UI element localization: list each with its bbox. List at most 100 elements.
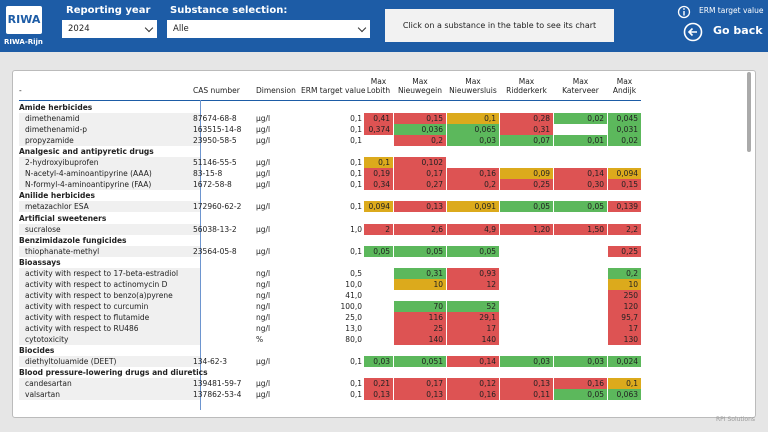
erm-value: 0,1 [350, 136, 362, 146]
measurement-cell[interactable]: 0,03 [500, 356, 553, 368]
measurement-cell[interactable]: 4,9 [447, 223, 499, 235]
measurement-cell[interactable]: 17 [608, 323, 641, 334]
hint-button[interactable]: Click on a substance in the table to see… [385, 9, 614, 42]
measurement-cell[interactable]: 120 [608, 300, 641, 312]
measurement-cell[interactable]: 0,31 [394, 267, 446, 279]
measurement-cell[interactable]: 0,13 [394, 201, 446, 213]
measurement-cell[interactable]: 0,05 [554, 201, 607, 213]
measurement-cell[interactable]: 0,31 [500, 124, 553, 136]
measurement-cell[interactable]: 0,065 [447, 124, 499, 136]
measurement-cell[interactable]: 0,051 [394, 356, 446, 368]
measurement-cell[interactable]: 0,13 [364, 389, 393, 401]
measurement-cell[interactable]: 140 [394, 334, 446, 346]
cas-number: 134-62-3 [193, 357, 228, 367]
measurement-cell[interactable]: 140 [447, 334, 499, 346]
measurement-cell[interactable]: 130 [608, 334, 641, 346]
measurement-cell[interactable]: 0,094 [364, 201, 393, 213]
measurement-cell[interactable]: 0,34 [364, 179, 393, 191]
dimension: ng/l [256, 324, 271, 333]
measurement-cell[interactable]: 52 [447, 300, 499, 312]
measurement-cell[interactable]: 0,17 [394, 168, 446, 180]
measurement-cell[interactable]: 0,12 [447, 378, 499, 390]
measurement-cell[interactable]: 0,27 [394, 179, 446, 191]
header-rule [19, 100, 641, 101]
group-name: Biocides [19, 346, 55, 356]
measurement-cell[interactable]: 0,2 [394, 135, 446, 147]
measurement-cell[interactable]: 2 [364, 223, 393, 235]
measurement-cell[interactable]: 25 [394, 323, 446, 334]
scrollbar[interactable] [747, 72, 751, 152]
measurement-cell[interactable]: 0,17 [394, 378, 446, 390]
measurement-cell[interactable]: 0,031 [608, 124, 641, 136]
measurement-cell[interactable]: 0,28 [500, 113, 553, 125]
measurement-cell[interactable]: 1,50 [554, 223, 607, 235]
measurement-cell[interactable]: 0,05 [364, 245, 393, 257]
measurement-cell[interactable]: 17 [447, 323, 499, 334]
measurement-cell[interactable]: 0,094 [608, 168, 641, 180]
substance-name: 2-hydroxyibuprofen [19, 157, 200, 169]
measurement-cell[interactable]: 0,1 [608, 378, 641, 390]
measurement-cell[interactable]: 0,05 [500, 201, 553, 213]
measurement-cell[interactable]: 2,2 [608, 223, 641, 235]
measurement-cell[interactable]: 29,1 [447, 311, 499, 323]
measurement-cell[interactable]: 70 [394, 300, 446, 312]
back-icon[interactable] [683, 22, 703, 42]
info-icon[interactable] [677, 5, 691, 19]
erm-toggle[interactable]: ERM target value [699, 6, 764, 15]
measurement-cell[interactable]: 0,14 [447, 356, 499, 368]
measurement-cell[interactable]: 0,19 [364, 168, 393, 180]
measurement-cell[interactable]: 0,03 [364, 356, 393, 368]
measurement-cell[interactable]: 0,25 [608, 245, 641, 257]
measurement-cell[interactable]: 1,20 [500, 223, 553, 235]
logo: RIWA [6, 6, 42, 34]
measurement-cell[interactable]: 0,063 [608, 389, 641, 401]
measurement-cell[interactable]: 0,091 [447, 201, 499, 213]
measurement-cell[interactable]: 0,045 [608, 113, 641, 125]
measurement-cell[interactable]: 10 [608, 278, 641, 290]
measurement-cell[interactable]: 0,05 [447, 245, 499, 257]
measurement-cell[interactable]: 0,2 [608, 267, 641, 279]
measurement-cell[interactable]: 0,11 [500, 389, 553, 401]
measurement-cell[interactable]: 0,09 [500, 168, 553, 180]
measurement-cell[interactable]: 250 [608, 289, 641, 301]
measurement-cell[interactable]: 0,02 [608, 135, 641, 147]
measurement-cell[interactable]: 0,15 [394, 113, 446, 125]
measurement-cell[interactable]: 0,01 [554, 135, 607, 147]
cas-number: 137862-53-4 [193, 390, 242, 400]
measurement-cell[interactable]: 0,036 [394, 124, 446, 136]
cas-number: 83-15-8 [193, 169, 223, 179]
measurement-cell[interactable]: 0,102 [394, 157, 446, 169]
measurement-cell[interactable]: 0,14 [554, 168, 607, 180]
measurement-cell[interactable]: 0,16 [447, 168, 499, 180]
measurement-cell[interactable]: 12 [447, 278, 499, 290]
year-dropdown[interactable]: 2024 [62, 20, 157, 38]
measurement-cell[interactable]: 0,25 [500, 179, 553, 191]
measurement-cell[interactable]: 0,05 [394, 245, 446, 257]
measurement-cell[interactable]: 0,13 [394, 389, 446, 401]
measurement-cell[interactable]: 0,1 [447, 113, 499, 125]
measurement-cell[interactable]: 0,03 [447, 135, 499, 147]
measurement-cell[interactable]: 0,024 [608, 356, 641, 368]
measurement-cell[interactable]: 0,1 [364, 157, 393, 169]
measurement-cell[interactable]: 95,7 [608, 311, 641, 323]
back-button[interactable]: Go back [713, 24, 763, 37]
measurement-cell[interactable]: 0,41 [364, 113, 393, 125]
measurement-cell[interactable]: 0,93 [447, 267, 499, 279]
measurement-cell[interactable]: 0,139 [608, 201, 641, 213]
measurement-cell[interactable]: 0,07 [500, 135, 553, 147]
measurement-cell[interactable]: 0,21 [364, 378, 393, 390]
measurement-cell[interactable]: 0,30 [554, 179, 607, 191]
substance-dropdown[interactable]: Alle [167, 20, 370, 38]
measurement-cell[interactable]: 0,374 [364, 124, 393, 136]
measurement-cell[interactable]: 0,16 [554, 378, 607, 390]
measurement-cell[interactable]: 0,16 [447, 389, 499, 401]
measurement-cell[interactable]: 0,05 [554, 389, 607, 401]
measurement-cell[interactable]: 0,15 [608, 179, 641, 191]
measurement-cell[interactable]: 116 [394, 311, 446, 323]
measurement-cell[interactable]: 2,6 [394, 223, 446, 235]
measurement-cell[interactable]: 0,13 [500, 378, 553, 390]
measurement-cell[interactable]: 0,2 [447, 179, 499, 191]
measurement-cell[interactable]: 0,03 [554, 356, 607, 368]
measurement-cell[interactable]: 0,02 [554, 113, 607, 125]
measurement-cell[interactable]: 10 [394, 278, 446, 290]
